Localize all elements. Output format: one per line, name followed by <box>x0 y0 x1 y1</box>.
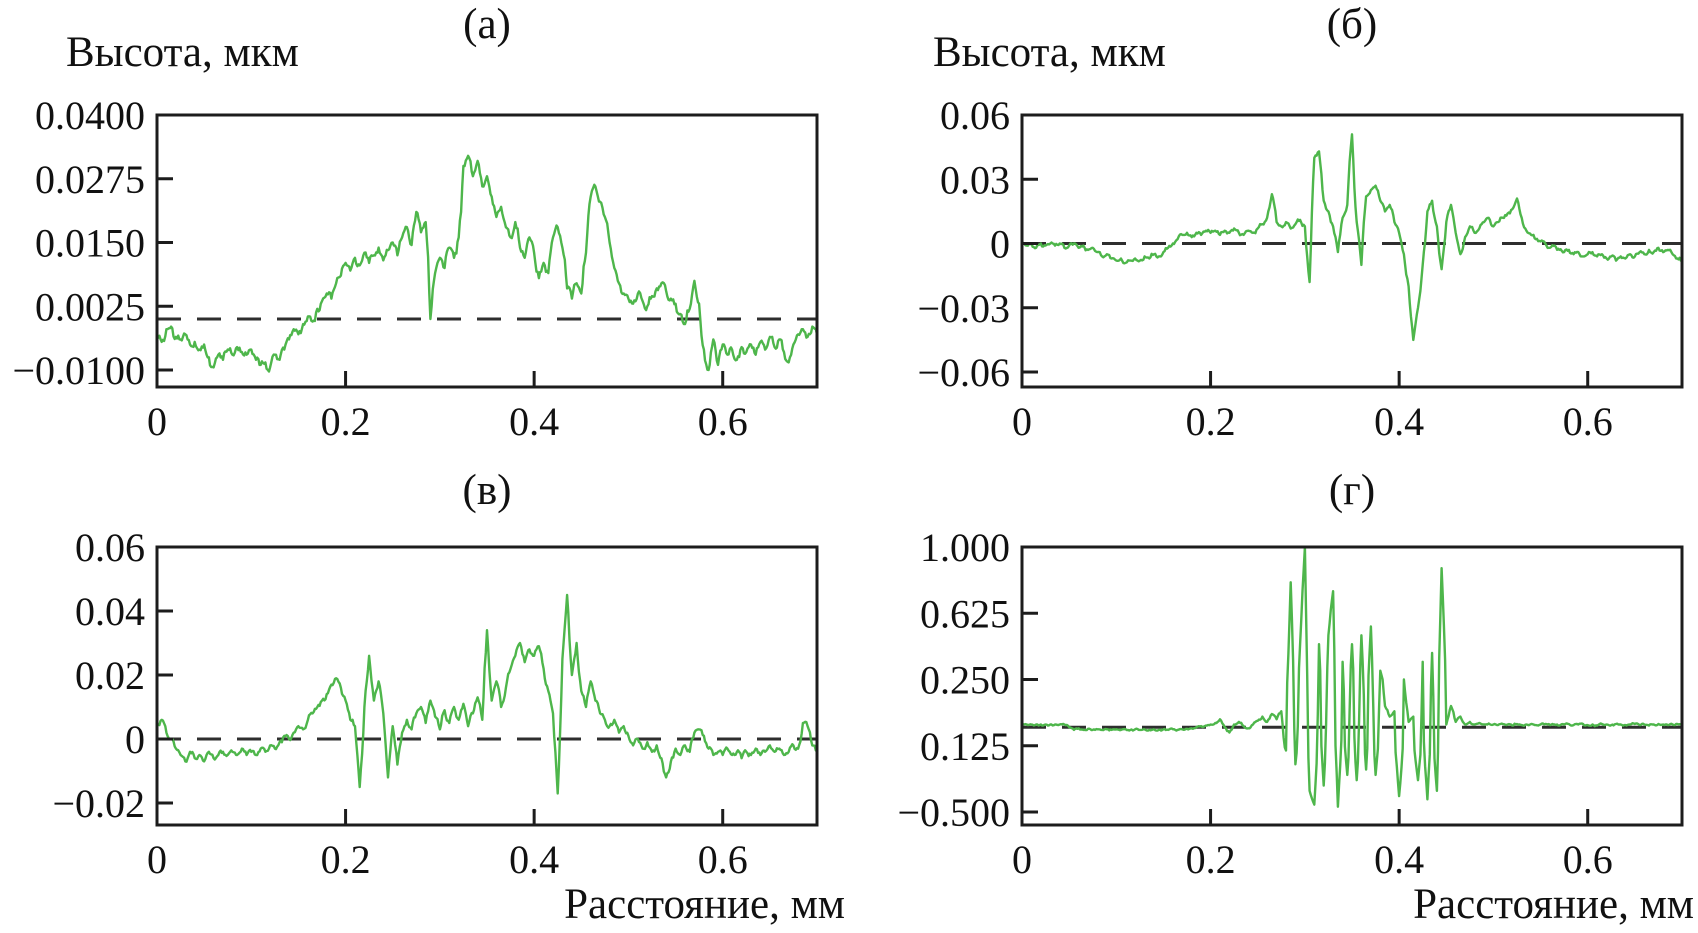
panel-a-x-tick-label: 0.4 <box>509 399 559 444</box>
panel-v-y-tick-label: 0.04 <box>75 589 145 634</box>
panel-g-y-tick-label: 0.250 <box>920 658 1010 703</box>
panel-a-plot-border <box>155 113 819 389</box>
panel-a-y-tick-label: 0.0025 <box>35 284 145 329</box>
panel-g-x-tick-label: 0.2 <box>1186 837 1236 882</box>
panel-a-y-axis-label: Высота, мкм <box>66 29 299 76</box>
panel-v-x-tick-label: 0 <box>147 837 167 882</box>
panel-g-x-tick-label: 0 <box>1012 837 1032 882</box>
panel-b-x-tick-label: 0.2 <box>1186 399 1236 444</box>
panel-v-series-line <box>157 593 817 795</box>
panel-g-x-tick-label: 0.4 <box>1374 837 1424 882</box>
panel-b-series-line <box>1022 133 1682 342</box>
panel-a-x-tick-label: 0 <box>147 399 167 444</box>
panel-b-y-tick-label: −0.06 <box>917 350 1010 395</box>
panel-g-y-tick-label: 0.625 <box>920 591 1010 636</box>
panel-a-y-tick-label: 0.0150 <box>35 221 145 266</box>
panel-v-y-tick-label: 0 <box>125 717 145 762</box>
panel-b-plot-border <box>1020 113 1684 389</box>
panel-v-y-tick-label: 0.02 <box>75 653 145 698</box>
panel-a-title: (а) <box>463 1 511 48</box>
panel-a-y-tick-label: 0.0275 <box>35 157 145 202</box>
panel-g-y-tick-label: 1.000 <box>920 525 1010 570</box>
panel-a-x-tick-label: 0.6 <box>698 399 748 444</box>
panel-g-x-tick-label: 0.6 <box>1563 837 1613 882</box>
panel-v-plot: 0.060.040.020−0.020 0.2 0.4 0.6 <box>52 525 819 882</box>
panel-a-x-tick-label: 0.2 <box>321 399 371 444</box>
panel-g-y-tick-label: 0.125 <box>920 724 1010 769</box>
panel-a-y-tick-label: −0.0100 <box>12 348 145 393</box>
panel-b-x-tick-label: 0.6 <box>1563 399 1613 444</box>
panel-b-y-axis-label: Высота, мкм <box>933 29 1166 76</box>
panel-v-y-tick-label: 0.06 <box>75 525 145 570</box>
panel-b-x-tick-label: 0.4 <box>1374 399 1424 444</box>
panel-g-plot-border <box>1020 545 1684 827</box>
panel-v-x-tick-label: 0.2 <box>321 837 371 882</box>
panel-g-y-tick-label: −0.500 <box>897 790 1010 835</box>
panel-v-x-axis-label: Расстояние, мм <box>564 881 845 928</box>
panel-v-y-tick-label: −0.02 <box>52 781 145 826</box>
panel-v-x-tick-label: 0.4 <box>509 837 559 882</box>
panel-b-y-tick-label: 0.06 <box>940 93 1010 138</box>
panel-b-y-tick-label: −0.03 <box>917 286 1010 331</box>
panel-b-title: (б) <box>1326 1 1378 48</box>
panel-g-title: (г) <box>1328 467 1376 514</box>
panel-g-x-axis-label: Расстояние, мм <box>1413 881 1694 928</box>
panel-b-plot: 0.060.030−0.03−0.060 0.2 0.4 0.6 <box>917 93 1684 444</box>
panel-b-x-tick-label: 0 <box>1012 399 1032 444</box>
panel-v-plot-border <box>155 545 819 827</box>
panel-g-series-line <box>1022 547 1682 808</box>
panel-v-x-tick-label: 0.6 <box>698 837 748 882</box>
panel-a-series-line <box>157 154 817 373</box>
panel-v-title: (в) <box>462 467 512 514</box>
panel-b-y-tick-label: 0.03 <box>940 157 1010 202</box>
panel-b-y-tick-label: 0 <box>990 222 1010 267</box>
panel-a-y-tick-label: 0.0400 <box>35 93 145 138</box>
